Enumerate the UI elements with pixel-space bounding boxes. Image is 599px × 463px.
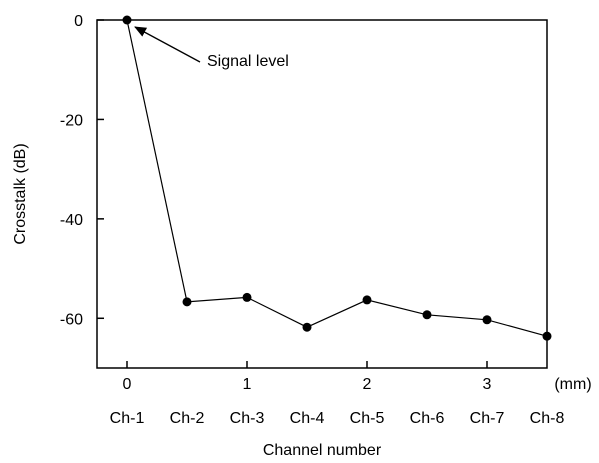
data-point	[362, 295, 372, 305]
channel-label: Ch-8	[530, 410, 565, 427]
channel-label: Ch-5	[350, 410, 385, 427]
plot-frame	[96, 19, 548, 369]
y-tick-label: -20	[60, 112, 83, 129]
data-point	[482, 315, 492, 325]
y-tick-label: 0	[74, 13, 83, 30]
channel-label: Ch-7	[470, 410, 505, 427]
data-point	[422, 310, 432, 320]
x-tick-label: 1	[243, 376, 252, 393]
y-tick-label: -60	[60, 311, 83, 328]
data-point	[302, 322, 312, 332]
data-point	[182, 297, 192, 307]
series-layer	[122, 15, 552, 341]
channel-label: Ch-3	[230, 410, 265, 427]
y-axis: 0 -20 -40 -60	[60, 13, 104, 328]
data-point	[242, 292, 252, 302]
data-point	[542, 331, 552, 341]
data-point	[122, 15, 132, 25]
y-axis-title: Crosstalk (dB)	[12, 143, 29, 244]
annotation-arrow	[134, 26, 201, 63]
annotation-text: Signal level	[207, 53, 289, 70]
x-tick-label: 3	[483, 376, 492, 393]
channel-label: Ch-4	[290, 410, 325, 427]
channel-label: Ch-2	[170, 410, 205, 427]
y-tick-label: -40	[60, 212, 83, 229]
x-unit-label: (mm)	[554, 376, 591, 393]
channel-label: Ch-1	[110, 410, 145, 427]
x-axis: 0 1 2 3	[123, 361, 492, 393]
x-tick-label: 2	[363, 376, 372, 393]
channel-labels: Ch-1 Ch-2 Ch-3 Ch-4 Ch-5 Ch-6 Ch-7 Ch-8	[110, 410, 565, 427]
series-line	[126, 19, 548, 337]
x-axis-title: Channel number	[263, 442, 382, 459]
x-tick-label: 0	[123, 376, 132, 393]
channel-label: Ch-6	[410, 410, 445, 427]
annotation-layer: Signal level	[134, 26, 289, 70]
